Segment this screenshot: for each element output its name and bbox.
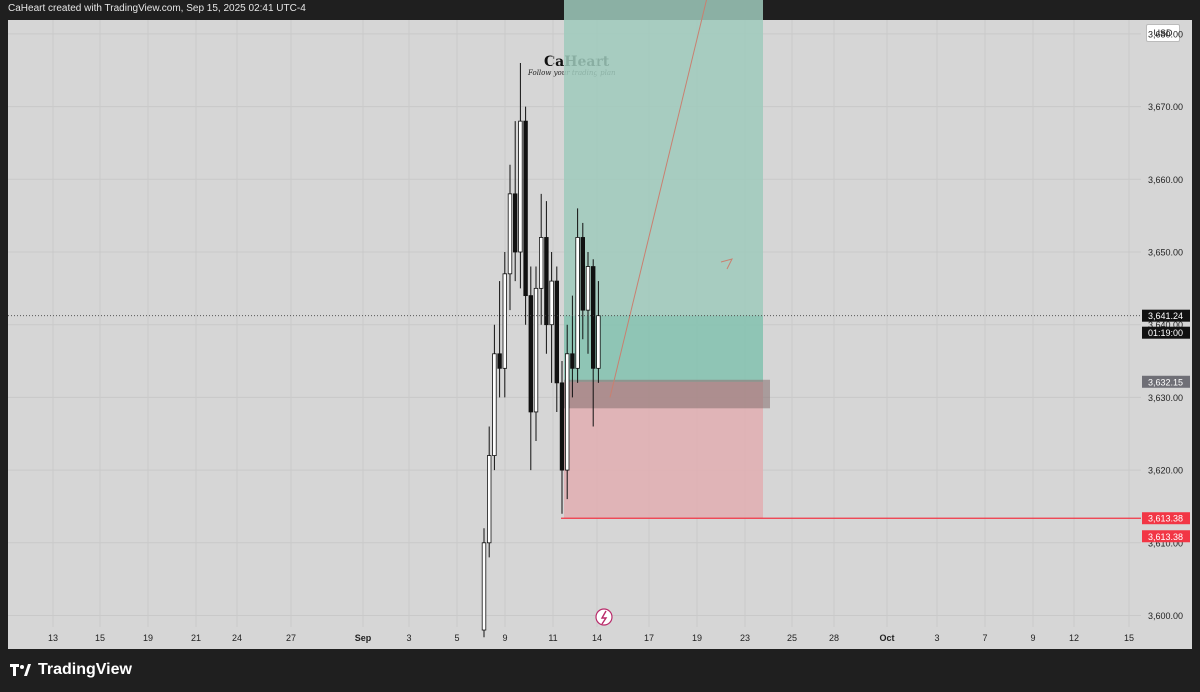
footer-bar: TradingView	[0, 649, 1200, 692]
watermark-tagline: Follow your trading plan	[528, 69, 616, 77]
watermark-logo: CaHeart Follow your trading plan	[528, 54, 638, 77]
chart-plot-area[interactable]: CaHeart Follow your trading plan	[8, 20, 1141, 627]
chart-caption: CaHeart created with TradingView.com, Se…	[8, 3, 306, 14]
watermark-name: CaHeart	[544, 54, 610, 70]
tradingview-brand[interactable]: TradingView	[10, 659, 132, 681]
price-axis[interactable]	[1141, 20, 1192, 627]
currency-button[interactable]: USD	[1146, 24, 1180, 42]
footer-brand-text: TradingView	[38, 661, 132, 678]
tradingview-logo-icon	[10, 664, 31, 676]
time-axis[interactable]	[8, 627, 1192, 649]
